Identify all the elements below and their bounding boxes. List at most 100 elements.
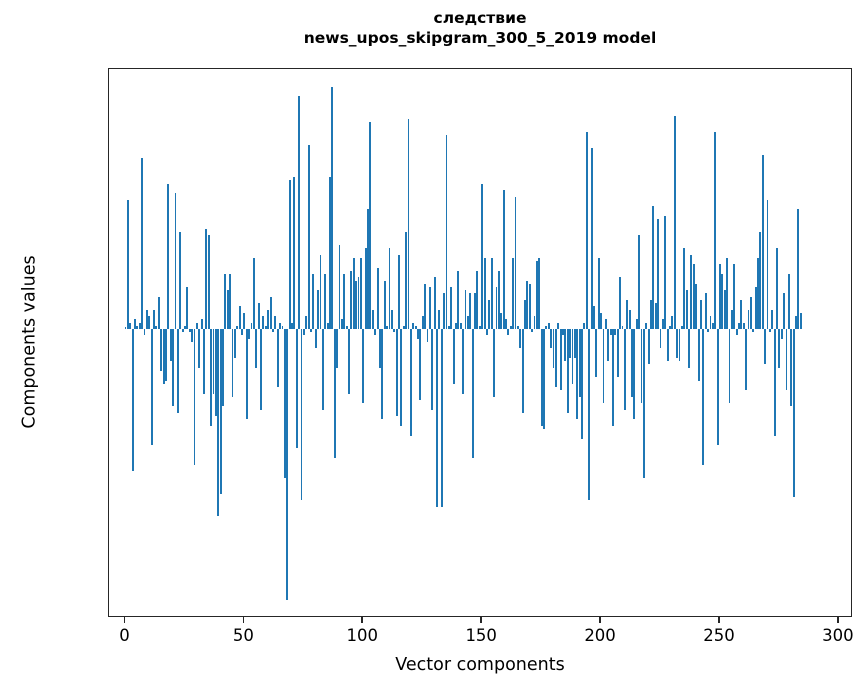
bar xyxy=(245,328,248,420)
bar xyxy=(376,267,379,329)
bar xyxy=(721,274,724,329)
bar xyxy=(141,157,144,329)
bar xyxy=(184,325,186,329)
x-tick-label: 100 xyxy=(346,626,379,645)
bar xyxy=(459,322,462,329)
y-axis-label: Components values xyxy=(19,255,40,429)
chart-title-line-1: следствие xyxy=(433,9,527,27)
bar xyxy=(414,325,417,329)
bar xyxy=(129,322,132,329)
bar xyxy=(241,328,243,336)
bar xyxy=(704,293,707,329)
bar xyxy=(533,316,536,329)
bar xyxy=(136,325,139,329)
bar xyxy=(229,274,232,329)
bar xyxy=(357,277,360,329)
bar xyxy=(616,328,619,378)
bar xyxy=(426,328,429,342)
bar xyxy=(659,328,662,349)
bar xyxy=(288,180,291,329)
bar xyxy=(388,248,391,329)
bar xyxy=(766,199,769,329)
bar xyxy=(759,232,762,329)
bar xyxy=(711,322,714,329)
bar xyxy=(364,248,367,329)
bar xyxy=(345,325,348,329)
x-tick-label: 200 xyxy=(584,626,616,645)
bar xyxy=(340,319,343,329)
bar xyxy=(386,325,389,329)
bar xyxy=(264,325,267,329)
bar xyxy=(181,328,184,333)
bar xyxy=(428,286,431,329)
bar xyxy=(619,277,622,329)
bar xyxy=(307,144,310,329)
bar xyxy=(333,328,336,459)
bar xyxy=(145,309,148,329)
bar xyxy=(742,322,745,329)
x-tick-label: 50 xyxy=(232,626,254,645)
bar xyxy=(590,148,593,329)
bar xyxy=(657,219,660,329)
bar xyxy=(716,328,719,446)
bar xyxy=(702,328,705,465)
bar xyxy=(680,325,683,329)
bar xyxy=(787,274,790,329)
bar xyxy=(507,328,510,336)
bar xyxy=(312,274,315,329)
bar xyxy=(778,328,781,368)
bar xyxy=(607,328,610,362)
bar xyxy=(150,328,153,446)
bar xyxy=(676,328,679,359)
bar xyxy=(205,228,208,329)
bar xyxy=(222,328,224,407)
bar xyxy=(552,328,555,368)
bar xyxy=(673,115,676,329)
bar xyxy=(352,257,355,329)
x-tick-mark xyxy=(242,617,245,623)
bar xyxy=(443,293,446,329)
bar xyxy=(162,328,165,384)
bar xyxy=(797,209,800,329)
bar xyxy=(160,328,163,371)
bar xyxy=(483,257,486,329)
bar xyxy=(188,328,191,333)
bar xyxy=(329,177,331,329)
bar xyxy=(193,328,196,465)
bar xyxy=(131,328,134,472)
bar xyxy=(450,286,453,329)
bar xyxy=(276,328,279,388)
bar xyxy=(226,290,229,329)
bar xyxy=(295,328,298,449)
bar xyxy=(343,274,346,329)
bar xyxy=(331,86,334,329)
bar xyxy=(383,280,386,329)
bar xyxy=(790,328,793,407)
bar xyxy=(719,264,721,329)
bar xyxy=(447,325,450,329)
bar xyxy=(761,154,764,329)
bar xyxy=(381,328,384,420)
bar xyxy=(795,316,797,329)
bar xyxy=(274,316,277,329)
bar xyxy=(355,280,358,329)
bar xyxy=(455,322,457,329)
bar xyxy=(469,293,472,329)
x-tick-mark xyxy=(480,617,483,623)
bar xyxy=(369,122,372,329)
bar xyxy=(350,270,353,329)
bar xyxy=(466,316,469,329)
bar xyxy=(631,328,633,397)
bar xyxy=(359,257,362,329)
bar xyxy=(262,316,265,329)
bar xyxy=(155,325,158,329)
bar xyxy=(143,328,146,336)
bar xyxy=(271,328,274,333)
bar xyxy=(776,248,778,329)
bar xyxy=(319,254,322,329)
bar xyxy=(726,257,729,329)
bar xyxy=(203,328,205,394)
bar xyxy=(362,328,365,404)
bar xyxy=(652,206,655,329)
